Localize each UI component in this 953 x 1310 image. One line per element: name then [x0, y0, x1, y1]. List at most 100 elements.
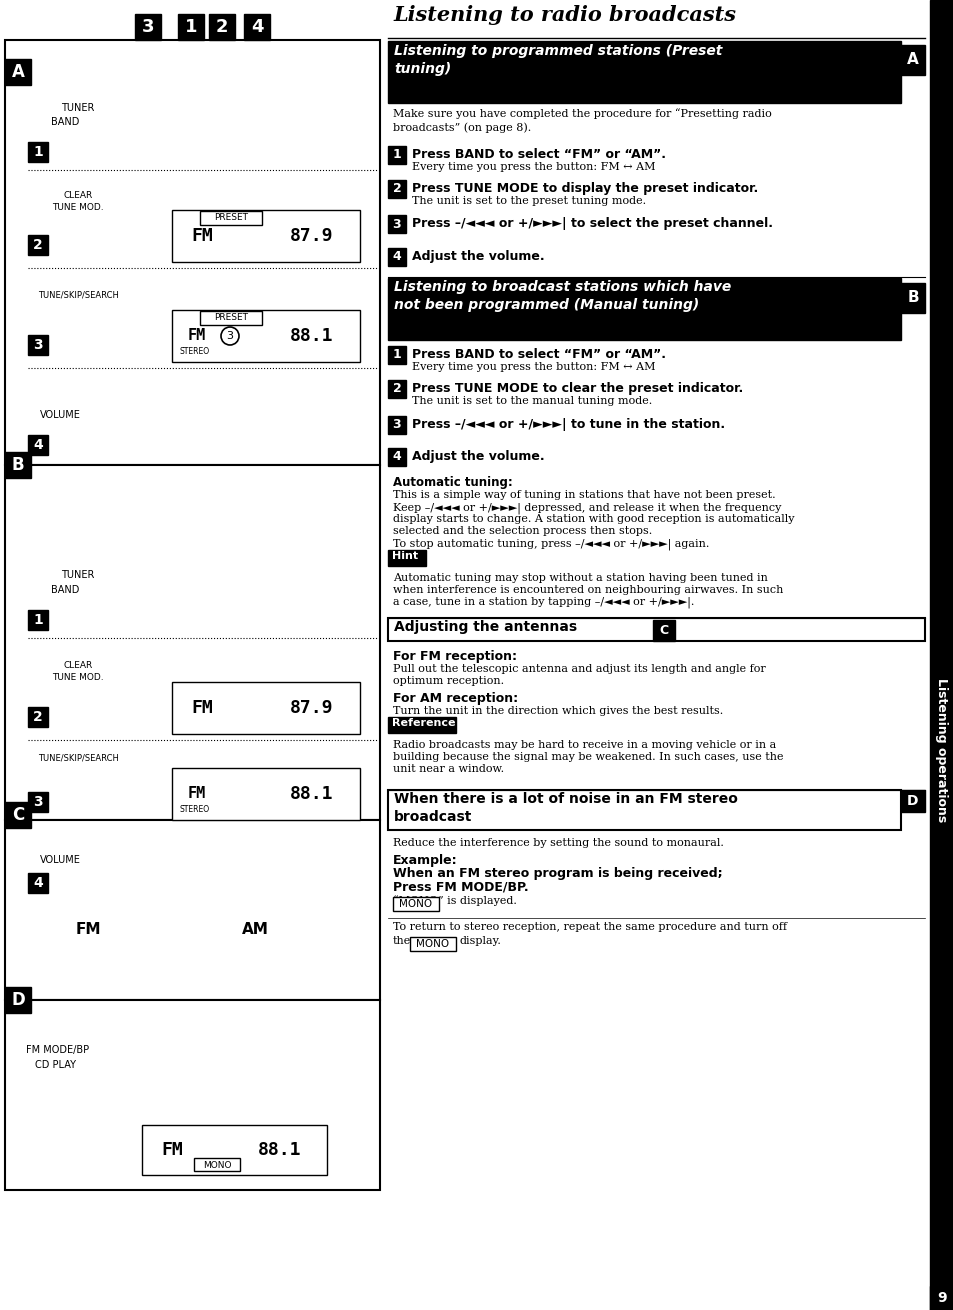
- Bar: [5, 59, 30, 85]
- Bar: [209, 14, 234, 41]
- Bar: [388, 618, 924, 641]
- Text: Press BAND to select “FM” or “AM”.: Press BAND to select “FM” or “AM”.: [412, 148, 665, 161]
- Text: TUNER: TUNER: [61, 103, 94, 113]
- Text: PRESET: PRESET: [213, 313, 248, 322]
- Text: BAND: BAND: [51, 117, 79, 127]
- Text: 1: 1: [33, 613, 43, 627]
- Text: selected and the selection process then stops.: selected and the selection process then …: [393, 527, 652, 536]
- Text: MONO: MONO: [399, 899, 432, 909]
- Text: 4: 4: [33, 438, 43, 452]
- Text: MONO: MONO: [416, 939, 449, 948]
- Text: Reference: Reference: [392, 718, 455, 728]
- Bar: [900, 283, 924, 313]
- Text: Listening to radio broadcasts: Listening to radio broadcasts: [393, 5, 735, 25]
- Text: To stop automatic tuning, press –/◄◄◄ or +/►►►| again.: To stop automatic tuning, press –/◄◄◄ or…: [393, 538, 709, 549]
- Text: 2: 2: [393, 182, 401, 195]
- Bar: [388, 380, 406, 398]
- Bar: [172, 310, 359, 362]
- Text: 1: 1: [185, 18, 197, 35]
- Text: Every time you press the button: FM ↔ AM: Every time you press the button: FM ↔ AM: [412, 362, 655, 372]
- Bar: [388, 417, 406, 434]
- Text: CLEAR: CLEAR: [63, 190, 92, 199]
- Text: 3: 3: [33, 795, 43, 810]
- Text: FM: FM: [75, 922, 101, 938]
- Text: 2: 2: [215, 18, 228, 35]
- Text: A: A: [11, 63, 25, 81]
- Text: Listening to programmed stations (Preset
tuning): Listening to programmed stations (Preset…: [394, 45, 721, 76]
- Text: 1: 1: [393, 348, 401, 362]
- Text: a case, tune in a station by tapping –/◄◄◄ or +/►►►|.: a case, tune in a station by tapping –/◄…: [393, 597, 694, 609]
- Text: Press BAND to select “FM” or “AM”.: Press BAND to select “FM” or “AM”.: [412, 348, 665, 362]
- Text: C: C: [659, 625, 668, 638]
- Text: VOLUME: VOLUME: [39, 855, 80, 865]
- Text: This is a simple way of tuning in stations that have not been preset.: This is a simple way of tuning in statio…: [393, 490, 775, 500]
- Bar: [388, 717, 456, 734]
- Text: FM: FM: [161, 1141, 183, 1159]
- Text: Keep –/◄◄◄ or +/►►►| depressed, and release it when the frequency: Keep –/◄◄◄ or +/►►►| depressed, and rele…: [393, 502, 781, 514]
- Text: The unit is set to the preset tuning mode.: The unit is set to the preset tuning mod…: [412, 196, 645, 206]
- Bar: [929, 1286, 953, 1310]
- Text: Listening to broadcast stations which have
not been programmed (Manual tuning): Listening to broadcast stations which ha…: [394, 280, 731, 312]
- Text: 2: 2: [33, 710, 43, 724]
- Bar: [388, 550, 426, 566]
- Text: 4: 4: [393, 451, 401, 464]
- Text: 3: 3: [33, 338, 43, 352]
- Text: When there is a lot of noise in an FM stereo
broadcast: When there is a lot of noise in an FM st…: [394, 793, 737, 824]
- Bar: [28, 141, 48, 162]
- Text: PRESET: PRESET: [213, 214, 248, 223]
- Text: Turn the unit in the direction which gives the best results.: Turn the unit in the direction which giv…: [393, 706, 722, 717]
- Text: Press FM MODE/BP.: Press FM MODE/BP.: [393, 882, 528, 893]
- Text: MONO: MONO: [203, 1161, 231, 1170]
- Bar: [142, 1125, 327, 1175]
- Text: Hint: Hint: [392, 552, 417, 561]
- Text: A: A: [906, 52, 918, 68]
- Text: VOLUME: VOLUME: [39, 410, 80, 421]
- Text: 1: 1: [33, 145, 43, 159]
- Text: For AM reception:: For AM reception:: [393, 692, 517, 705]
- Text: display starts to change. A station with good reception is automatically: display starts to change. A station with…: [393, 514, 794, 524]
- Text: building because the signal may be weakened. In such cases, use the: building because the signal may be weake…: [393, 752, 782, 762]
- Text: Radio broadcasts may be hard to receive in a moving vehicle or in a: Radio broadcasts may be hard to receive …: [393, 740, 776, 751]
- Text: 87.9: 87.9: [290, 227, 334, 245]
- Bar: [5, 820, 379, 1000]
- Text: Press TUNE MODE to clear the preset indicator.: Press TUNE MODE to clear the preset indi…: [412, 383, 742, 396]
- Text: 9: 9: [936, 1290, 945, 1305]
- Bar: [5, 986, 30, 1013]
- Text: TUNE MOD.: TUNE MOD.: [52, 203, 104, 211]
- Text: Listening operations: Listening operations: [935, 677, 947, 823]
- Bar: [388, 278, 900, 341]
- Bar: [388, 448, 406, 466]
- Text: TUNE/SKIP/SEARCH: TUNE/SKIP/SEARCH: [37, 753, 118, 762]
- Text: 1: 1: [393, 148, 401, 161]
- Text: FM: FM: [191, 700, 213, 717]
- Bar: [244, 14, 270, 41]
- Bar: [28, 707, 48, 727]
- Bar: [5, 41, 379, 465]
- Text: TUNE/SKIP/SEARCH: TUNE/SKIP/SEARCH: [37, 291, 118, 300]
- Text: STEREO: STEREO: [180, 347, 210, 356]
- Bar: [193, 1158, 240, 1171]
- Text: when interference is encountered on neighbouring airwaves. In such: when interference is encountered on neig…: [393, 586, 782, 595]
- Text: 2: 2: [393, 383, 401, 396]
- Text: 4: 4: [33, 876, 43, 889]
- Text: D: D: [906, 794, 918, 808]
- Text: 4: 4: [251, 18, 263, 35]
- Bar: [652, 620, 675, 641]
- Text: Reduce the interference by setting the sound to monaural.: Reduce the interference by setting the s…: [393, 838, 723, 848]
- Text: CD PLAY: CD PLAY: [34, 1060, 75, 1070]
- Text: 3: 3: [393, 217, 401, 231]
- Text: B: B: [11, 456, 24, 474]
- Text: the: the: [393, 937, 411, 946]
- Bar: [929, 0, 953, 1310]
- Text: STEREO: STEREO: [180, 806, 210, 814]
- Text: 3: 3: [142, 18, 154, 35]
- Text: 88.1: 88.1: [258, 1141, 301, 1159]
- Text: 87.9: 87.9: [290, 700, 334, 717]
- Text: FM: FM: [188, 329, 206, 343]
- Text: “MONO” is displayed.: “MONO” is displayed.: [393, 895, 517, 905]
- Text: 4: 4: [393, 250, 401, 263]
- Text: To return to stereo reception, repeat the same procedure and turn off: To return to stereo reception, repeat th…: [393, 922, 786, 931]
- Text: The unit is set to the manual tuning mode.: The unit is set to the manual tuning mod…: [412, 396, 652, 406]
- Text: FM: FM: [191, 227, 213, 245]
- Text: B: B: [906, 291, 918, 305]
